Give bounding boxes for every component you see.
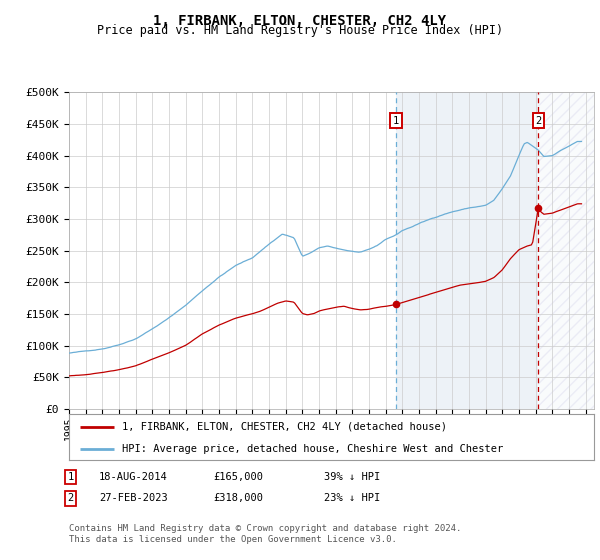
- Text: £318,000: £318,000: [213, 493, 263, 503]
- Bar: [538, 92, 594, 409]
- Text: 1: 1: [68, 472, 74, 482]
- Text: 2: 2: [68, 493, 74, 503]
- Bar: [396, 92, 538, 409]
- Text: £165,000: £165,000: [213, 472, 263, 482]
- Bar: [538, 92, 594, 409]
- Text: 1: 1: [393, 116, 399, 126]
- Text: 1, FIRBANK, ELTON, CHESTER, CH2 4LY (detached house): 1, FIRBANK, ELTON, CHESTER, CH2 4LY (det…: [121, 422, 446, 432]
- Text: 1, FIRBANK, ELTON, CHESTER, CH2 4LY: 1, FIRBANK, ELTON, CHESTER, CH2 4LY: [154, 14, 446, 28]
- Text: 23% ↓ HPI: 23% ↓ HPI: [324, 493, 380, 503]
- Text: 27-FEB-2023: 27-FEB-2023: [99, 493, 168, 503]
- Text: HPI: Average price, detached house, Cheshire West and Chester: HPI: Average price, detached house, Ches…: [121, 444, 503, 454]
- Text: Price paid vs. HM Land Registry's House Price Index (HPI): Price paid vs. HM Land Registry's House …: [97, 24, 503, 37]
- Text: 2: 2: [535, 116, 541, 126]
- Bar: [538, 92, 594, 409]
- Text: Contains HM Land Registry data © Crown copyright and database right 2024.: Contains HM Land Registry data © Crown c…: [69, 524, 461, 533]
- Text: 18-AUG-2014: 18-AUG-2014: [99, 472, 168, 482]
- Text: 39% ↓ HPI: 39% ↓ HPI: [324, 472, 380, 482]
- Text: This data is licensed under the Open Government Licence v3.0.: This data is licensed under the Open Gov…: [69, 535, 397, 544]
